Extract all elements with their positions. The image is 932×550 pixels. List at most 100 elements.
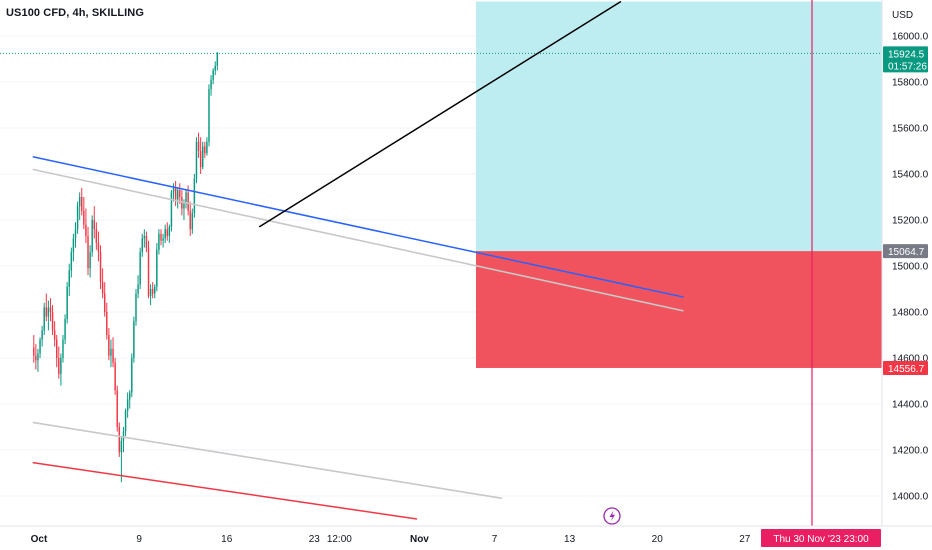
candle-body[interactable] [176, 190, 179, 200]
candle-body[interactable] [106, 312, 108, 335]
candle-body[interactable] [99, 252, 102, 283]
candle-body[interactable] [189, 210, 191, 230]
candle-body[interactable] [206, 141, 208, 154]
price-marker-badge-2[interactable]: 14556.7 [883, 360, 928, 375]
candle-body[interactable] [81, 197, 83, 211]
candle-body[interactable] [35, 355, 37, 361]
candle-body[interactable] [174, 187, 177, 200]
candle-body[interactable] [126, 399, 129, 411]
candle-body[interactable] [60, 358, 62, 375]
candle-body[interactable] [93, 220, 96, 230]
black-resistance-trendline[interactable] [258, 0, 622, 228]
candle-body[interactable] [145, 236, 148, 248]
candle-body[interactable] [128, 392, 131, 400]
candle-body[interactable] [53, 330, 56, 340]
candle-body[interactable] [78, 197, 81, 207]
candle-body[interactable] [166, 229, 169, 237]
candle-body[interactable] [195, 141, 198, 179]
candle-body[interactable] [114, 362, 116, 391]
candle-body[interactable] [143, 236, 146, 239]
candle-body[interactable] [168, 226, 171, 237]
candle-body[interactable] [41, 330, 43, 340]
candle-body[interactable] [139, 252, 141, 285]
candle-body[interactable] [68, 270, 70, 287]
candle-body[interactable] [154, 286, 156, 294]
candle-body[interactable] [122, 431, 125, 441]
red-channel-bottom-trendline[interactable] [32, 461, 418, 520]
candle-body[interactable] [112, 348, 114, 363]
candle-body[interactable] [147, 247, 150, 296]
candle-body[interactable] [116, 390, 118, 427]
profit-target-zone[interactable] [476, 1, 882, 252]
price-axis[interactable]: USD 14000.0 14200.0 14400.0 14600.0 14800.0 1… [881, 0, 929, 526]
gray-channel-bottom-trendline[interactable] [32, 421, 503, 500]
candle-body[interactable] [181, 197, 183, 209]
candle-body[interactable] [118, 427, 121, 453]
candle-body[interactable] [120, 440, 123, 453]
candle-body[interactable] [47, 307, 50, 317]
candle-body[interactable] [214, 65, 216, 71]
candle-body[interactable] [137, 284, 139, 294]
candle-body[interactable] [49, 307, 52, 312]
candle-body[interactable] [64, 318, 66, 340]
candle-body[interactable] [164, 229, 166, 239]
candle-body[interactable] [108, 335, 110, 356]
candle-body[interactable] [131, 358, 133, 393]
candle-body[interactable] [37, 353, 39, 361]
candle-body[interactable] [208, 88, 210, 142]
candle-body[interactable] [66, 286, 68, 319]
candle-body[interactable] [76, 206, 79, 230]
candle-body[interactable] [33, 347, 35, 356]
candle-body[interactable] [201, 146, 204, 168]
candle-body[interactable] [179, 190, 181, 197]
candle-body[interactable] [58, 358, 60, 375]
candle-body[interactable] [95, 229, 98, 243]
candle-body[interactable] [91, 220, 93, 253]
candle-body[interactable] [212, 70, 214, 80]
candle-body[interactable] [97, 243, 100, 253]
candle-body[interactable] [39, 339, 41, 354]
candle-body[interactable] [72, 238, 75, 253]
candle-body[interactable] [185, 192, 187, 204]
crosshair-date-badge[interactable]: Thu 30 Nov '23 23:00 [761, 529, 881, 547]
candle-body[interactable] [83, 210, 85, 225]
candle-body[interactable] [187, 192, 189, 211]
candle-body[interactable] [191, 213, 194, 230]
candle-body[interactable] [216, 53, 219, 66]
candle-body[interactable] [156, 249, 158, 287]
candle-body[interactable] [87, 236, 89, 269]
candle-body[interactable] [204, 146, 206, 154]
candle-body[interactable] [170, 192, 173, 227]
candle-body[interactable] [85, 224, 87, 237]
candle-body[interactable] [70, 252, 73, 271]
candle-body[interactable] [158, 233, 160, 250]
candle-body[interactable] [45, 307, 48, 317]
blue-channel-top-trendline[interactable] [32, 156, 684, 298]
candle-body[interactable] [183, 203, 185, 209]
candle-body[interactable] [55, 339, 58, 358]
candle-body[interactable] [162, 238, 164, 241]
candle-body[interactable] [172, 187, 175, 193]
candle-body[interactable] [51, 312, 54, 331]
candle-body[interactable] [135, 293, 137, 322]
candle-body[interactable] [149, 289, 152, 296]
candle-body[interactable] [74, 229, 77, 239]
candle-body[interactable] [160, 233, 162, 241]
candle-body[interactable] [141, 238, 143, 253]
lightning-icon[interactable] [603, 507, 621, 525]
plot-area[interactable] [0, 0, 882, 520]
candle-body[interactable] [110, 348, 112, 356]
candle-body[interactable] [133, 321, 135, 358]
gray-channel-top-trendline[interactable] [32, 168, 684, 312]
candle-body[interactable] [197, 141, 200, 151]
candle-body[interactable] [62, 339, 64, 358]
candle-body[interactable] [199, 151, 202, 168]
last-price-badge[interactable]: 15924.501:57:26 [883, 46, 928, 73]
candle-body[interactable] [210, 79, 212, 89]
candle-body[interactable] [103, 293, 106, 312]
candle-body[interactable] [193, 178, 196, 214]
candle-body[interactable] [43, 307, 45, 331]
candle-body[interactable] [89, 252, 91, 269]
price-marker-badge-1[interactable]: 15064.7 [883, 244, 928, 259]
